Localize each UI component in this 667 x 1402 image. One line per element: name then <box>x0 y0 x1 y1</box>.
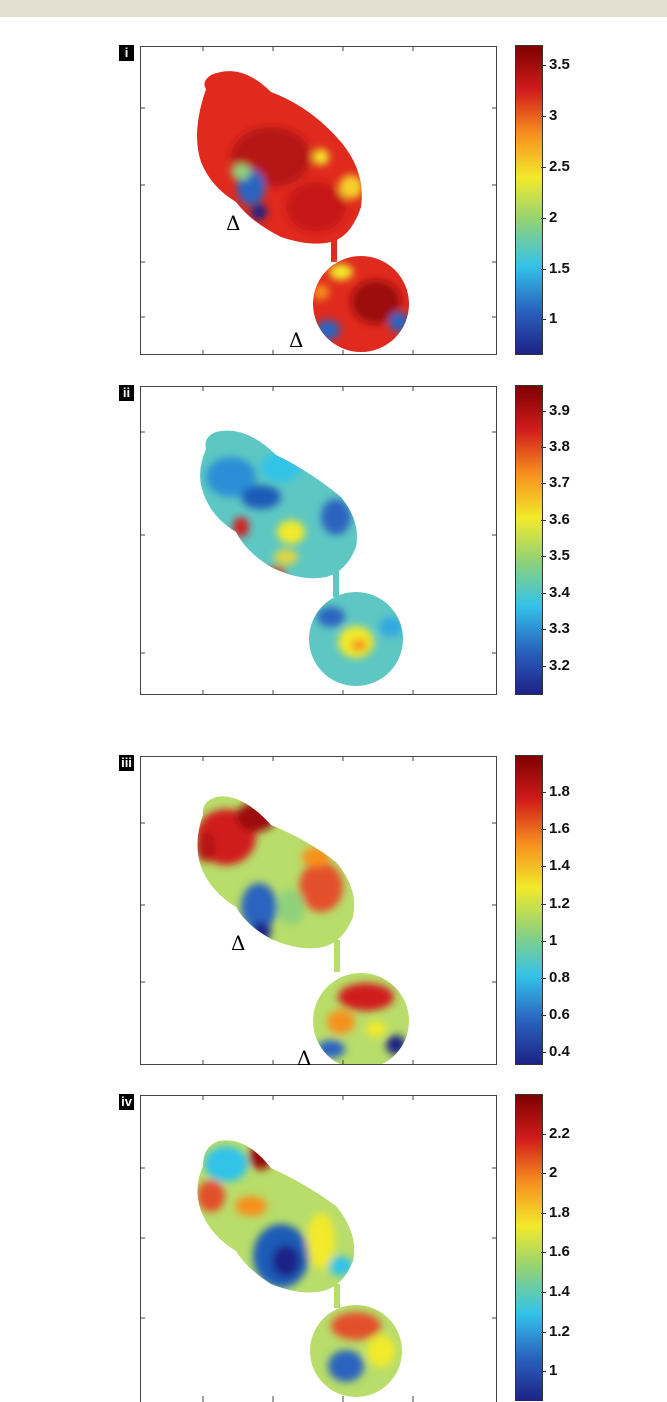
colorbar-tick-label: 1 <box>549 931 558 949</box>
colorbar-tick-mark <box>541 1252 546 1254</box>
colorbar-tick-mark <box>541 1292 546 1294</box>
colorbar-tick-label: 1 <box>549 310 558 328</box>
delta-annotation: Δ <box>231 931 246 955</box>
panel-label-iii: iii <box>119 755 134 771</box>
colorbar-tick-mark <box>541 665 546 667</box>
colorbar-tick-mark <box>541 65 546 67</box>
colorbar-tick-label: 0.6 <box>549 1005 570 1023</box>
colorbar-tick-label: 1.6 <box>549 1243 570 1261</box>
colorbar-tick-mark <box>541 792 546 794</box>
panel-iv: iv <box>0 1094 667 1402</box>
colorbar-tick-label: 1.4 <box>549 857 570 875</box>
colorbar-i <box>515 45 543 355</box>
heatmap-plot-ii <box>140 386 497 695</box>
colorbar-tick-label: 3.4 <box>549 583 570 601</box>
colorbar-tick-label: 2 <box>549 208 558 226</box>
delta-annotation: Δ <box>289 328 304 352</box>
colorbar-tick-label: 0.4 <box>549 1043 570 1060</box>
panel-iii: iii <box>0 755 667 1070</box>
heatmap-plot-iv <box>140 1095 497 1402</box>
colorbar-tick-mark <box>541 977 546 979</box>
panel-label-iv: iv <box>119 1094 134 1110</box>
colorbar-tick-mark <box>541 1133 546 1135</box>
heatmap-plot-i <box>140 46 497 355</box>
axis-ticks-i <box>141 47 496 354</box>
delta-annotation: Δ <box>226 211 241 235</box>
header-band <box>0 0 667 17</box>
colorbar-tick-mark <box>541 519 546 521</box>
colorbar-tick-mark <box>541 1052 546 1053</box>
colorbar-tick-label: 1.8 <box>549 1203 570 1221</box>
colorbar-tick-mark <box>541 903 546 905</box>
colorbar-tick-mark <box>541 268 546 270</box>
panel-ii: ii <box>0 385 667 697</box>
colorbar-tick-mark <box>541 629 546 631</box>
heatmap-base <box>200 430 403 686</box>
colorbar-tick-label: 1.4 <box>549 1283 570 1301</box>
colorbar-tick-label: 3.3 <box>549 620 570 638</box>
panel-label-ii: ii <box>119 385 134 401</box>
colorbar-tick-mark <box>541 319 546 321</box>
colorbar-tick-label: 1.5 <box>549 259 570 277</box>
colorbar-tick-label: 2.2 <box>549 1124 570 1142</box>
colorbar-tick-label: 3.9 <box>549 401 570 419</box>
colorbar-tick-mark <box>541 1014 546 1016</box>
colorbar-tick-mark <box>541 447 546 448</box>
colorbar-tick-mark <box>541 1212 546 1214</box>
colorbar-tick-label: 3.8 <box>549 438 570 455</box>
colorbar-tick-label: 2.5 <box>549 157 570 175</box>
panel-label-i: i <box>119 45 134 61</box>
colorbar-tick-mark <box>541 866 546 868</box>
colorbar-tick-label: 1.2 <box>549 1322 570 1340</box>
colorbar-tick-mark <box>541 592 546 594</box>
axis-ticks-ii <box>141 387 496 694</box>
heatmap-plot-iii <box>140 756 497 1065</box>
colorbar-tick-mark <box>541 1371 546 1373</box>
colorbar-tick-mark <box>541 829 546 831</box>
colorbar-tick-label: 1 <box>549 1362 558 1380</box>
colorbar-tick-label: 2 <box>549 1164 558 1182</box>
delta-annotation: Δ <box>297 1046 312 1070</box>
colorbar-tick-label: 3.2 <box>549 656 570 674</box>
colorbar-tick-label: 0.8 <box>549 968 570 986</box>
colorbar-iii <box>515 755 543 1065</box>
colorbar-tick-label: 3.7 <box>549 474 570 492</box>
colorbar-tick-label: 1.6 <box>549 820 570 838</box>
colorbar-tick-mark <box>541 217 546 219</box>
colorbar-tick-label: 3.5 <box>549 56 570 74</box>
colorbar-tick-mark <box>541 940 546 942</box>
colorbar-tick-mark <box>541 116 546 118</box>
colorbar-tick-label: 3.6 <box>549 510 570 528</box>
colorbar-tick-mark <box>541 410 546 412</box>
colorbar-tick-label: 1.2 <box>549 894 570 912</box>
axis-ticks-iii <box>141 757 496 1064</box>
colorbar-tick-label: 3.5 <box>549 547 570 565</box>
colorbar-ii <box>515 385 543 695</box>
colorbar-tick-mark <box>541 483 546 485</box>
colorbar-tick-mark <box>541 1331 546 1333</box>
colorbar-tick-mark <box>541 556 546 558</box>
panel-i: i <box>0 45 667 357</box>
colorbar-tick-label: 3 <box>549 107 558 125</box>
colorbar-tick-mark <box>541 1173 546 1175</box>
colorbar-tick-label: 1.8 <box>549 783 570 801</box>
colorbar-iv <box>515 1094 543 1401</box>
colorbar-tick-mark <box>541 166 546 168</box>
